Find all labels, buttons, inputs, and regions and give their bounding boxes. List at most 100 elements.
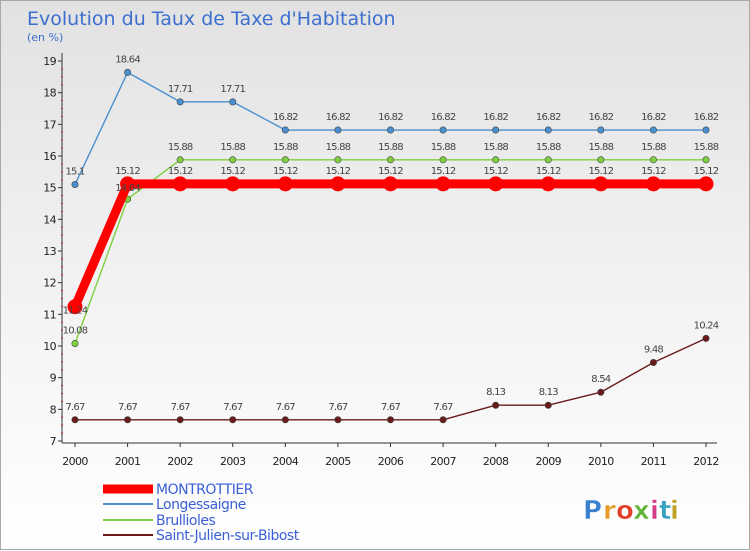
data-label: 15.12 [115,166,140,177]
legend-label: Brullioles [156,513,215,529]
y-minor-tick [61,298,63,299]
brand-letter: o [616,496,634,526]
data-label: 15.12 [326,166,351,177]
data-point [649,156,657,164]
x-tick-label: 2007 [430,455,456,468]
data-point [435,176,451,192]
y-tick-label: 16 [43,150,56,163]
data-label: 16.82 [641,112,666,123]
y-minor-tick [61,108,63,109]
data-point [702,156,710,164]
data-label: 15.88 [378,142,403,153]
data-label: 10.24 [694,320,719,331]
data-point [649,126,657,134]
data-label: 15.88 [483,142,508,153]
y-minor-tick [61,100,63,102]
data-point [383,176,398,192]
data-point [229,416,237,424]
data-label: 15.1 [65,167,85,178]
data-point [330,176,346,192]
data-point [71,181,79,189]
data-label: 15.12 [536,166,561,177]
data-label: 8.13 [539,387,559,398]
y-minor-tick [61,139,63,141]
data-point [229,156,237,164]
y-minor-tick [61,353,63,355]
data-label: 16.82 [483,112,508,123]
data-point [67,299,83,315]
y-minor-tick [61,131,63,133]
plot-area: 11.24 15.12 15.12 15.12 15.12 15.12 15.12 15.12… [63,54,720,424]
data-label: 15.88 [273,142,298,153]
legend-label: Longessaigne [156,497,246,513]
y-minor-tick [61,242,63,244]
x-tick-label: 2010 [588,455,614,468]
data-point [386,126,394,134]
data-label: 16.82 [536,112,561,123]
axes: 7 8 9 10 11 12 13 14 15 16 17 18 19 2000 2001 2002 2003 2… [43,53,719,468]
data-point [702,334,710,342]
data-point [71,339,79,347]
data-point [386,416,394,424]
y-minor-tick [61,369,63,371]
data-point [172,176,188,192]
brand-letter: i [670,496,679,526]
data-label: 15.88 [536,142,561,153]
series-brullioles [71,156,710,347]
data-label: 17.71 [220,84,245,95]
data-label: 15.88 [431,142,456,153]
data-label: 9.48 [644,344,664,355]
y-minor-tick [61,400,63,402]
data-point [492,126,500,134]
brand-letter: P [583,496,602,526]
data-point [281,156,289,164]
data-label: 16.82 [378,112,403,123]
data-point [176,156,184,164]
chart-subtitle: (en %) [27,31,63,44]
brand-letter: r [603,496,616,526]
y-minor-tick [61,147,63,149]
y-tick-label: 17 [43,118,56,131]
y-minor-tick [61,393,63,394]
y-tick-label: 9 [50,372,57,385]
data-point [439,156,447,164]
data-label: 16.82 [273,112,298,123]
x-tick-label: 2001 [115,455,141,468]
data-label: 15.12 [220,166,245,177]
data-label: 15.88 [326,142,351,153]
y-minor-tick [61,416,63,418]
brand-letter: t [659,496,671,526]
x-tick-label: 2004 [273,455,299,468]
data-point [176,98,184,106]
data-point [281,416,289,424]
data-label: 17.71 [168,84,193,95]
y-minor-tick [61,195,63,197]
data-point [334,156,342,164]
y-tick-label: 18 [43,87,56,100]
data-point [120,176,136,192]
data-label: 7.67 [328,402,348,413]
data-label: 14.64 [115,183,140,194]
series-line [70,179,706,309]
data-label: 15.88 [694,142,719,153]
data-point [334,416,342,424]
y-minor-tick [61,203,63,204]
x-tick-label: 2011 [641,455,667,468]
x-tick-label: 2012 [693,455,719,468]
data-point [281,126,289,134]
data-label: 8.13 [486,387,506,398]
y-tick-label: 15 [43,182,56,195]
data-label: 10.08 [63,325,88,336]
y-minor-tick [61,68,63,70]
y-minor-tick [61,115,63,117]
y-minor-tick [61,274,63,276]
data-point [386,156,394,164]
y-minor-tick [61,258,63,260]
series-longessaigne [71,68,710,189]
data-point [702,126,710,134]
y-minor-tick [61,385,63,387]
brand-letter: i [650,496,659,526]
data-label: 16.82 [589,112,614,123]
